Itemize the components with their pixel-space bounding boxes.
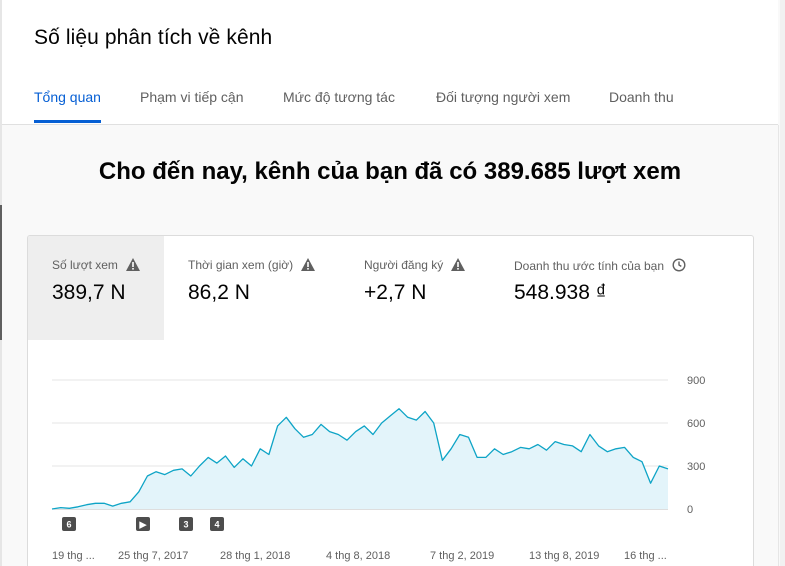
metric-revenue-value: 548.938 ₫ bbox=[514, 281, 607, 304]
annotation-marker[interactable]: 6 bbox=[62, 517, 76, 531]
x-tick-label: 4 thg 8, 2018 bbox=[326, 550, 390, 562]
y-tick-label: 600 bbox=[687, 418, 705, 430]
x-tick-label: 7 thg 2, 2019 bbox=[430, 550, 494, 562]
tab-engagement[interactable]: Mức độ tương tác bbox=[283, 89, 395, 105]
views-chart[interactable]: 900 600 300 0 6 ▶ 3 4 19 thg ... 25 thg 7, 2017 28… bbox=[28, 366, 753, 566]
annotation-marker-label: 6 bbox=[66, 520, 71, 530]
annotation-marker[interactable]: 4 bbox=[210, 517, 224, 531]
x-tick-label: 28 thg 1, 2018 bbox=[220, 550, 290, 562]
metric-views[interactable]: Số lượt xem 389,7 N bbox=[28, 236, 164, 340]
annotation-marker-label: ▶ bbox=[139, 520, 148, 530]
views-chart-svg: 900 600 300 0 6 ▶ 3 4 19 thg ... 25 thg 7, 2017 28… bbox=[51, 375, 705, 562]
x-tick-label: 16 thg ... bbox=[624, 550, 667, 562]
metric-views-value: 389,7 N bbox=[52, 281, 126, 304]
scrollbar-gutter[interactable] bbox=[780, 0, 785, 566]
warning-icon bbox=[125, 258, 140, 274]
metric-watch-time[interactable]: Thời gian xem (giờ) 86,2 N bbox=[164, 236, 340, 340]
annotation-marker-label: 3 bbox=[183, 520, 188, 530]
y-tick-label: 900 bbox=[687, 375, 705, 387]
warning-icon bbox=[451, 258, 466, 274]
metric-views-label: Số lượt xem bbox=[52, 258, 118, 272]
overview-card: Số lượt xem 389,7 N Thời gian xem (giờ) … bbox=[27, 235, 754, 566]
metric-watch-time-value: 86,2 N bbox=[188, 281, 250, 304]
metric-revenue[interactable]: Doanh thu ước tính của bạn 548.938 ₫ bbox=[490, 236, 720, 340]
scroll-track-edge bbox=[778, 125, 779, 566]
left-edge-marker bbox=[0, 205, 2, 340]
metric-revenue-label: Doanh thu ước tính của bạn bbox=[514, 259, 664, 273]
x-tick-label: 25 thg 7, 2017 bbox=[118, 550, 188, 562]
x-tick-label: 19 thg ... bbox=[52, 550, 95, 562]
tab-bar: Tổng quan Phạm vi tiếp cận Mức độ tương … bbox=[2, 89, 778, 125]
metric-subscribers-value: +2,7 N bbox=[364, 281, 427, 304]
tab-audience[interactable]: Đối tượng người xem bbox=[436, 89, 571, 105]
series-area bbox=[52, 408, 668, 509]
tab-reach[interactable]: Phạm vi tiếp cận bbox=[140, 89, 244, 105]
y-tick-label: 300 bbox=[687, 461, 705, 473]
clock-icon bbox=[672, 258, 686, 275]
metric-subscribers[interactable]: Người đăng ký +2,7 N bbox=[340, 236, 490, 340]
warning-icon bbox=[301, 258, 316, 274]
tab-overview[interactable]: Tổng quan bbox=[34, 89, 101, 125]
series-line bbox=[51, 408, 669, 510]
headline-total-views: Cho đến nay, kênh của bạn đã có 389.685 … bbox=[98, 158, 682, 185]
annotation-marker-label: 4 bbox=[214, 520, 219, 530]
annotation-marker[interactable]: 3 bbox=[179, 517, 193, 531]
metric-subscribers-label: Người đăng ký bbox=[364, 258, 444, 272]
page-title: Số liệu phân tích về kênh bbox=[34, 26, 273, 49]
metric-watch-time-label: Thời gian xem (giờ) bbox=[188, 258, 294, 272]
y-tick-label: 0 bbox=[687, 504, 693, 516]
x-tick-label: 13 thg 8, 2019 bbox=[529, 550, 599, 562]
page-header: Số liệu phân tích về kênh Tổng quan Phạm… bbox=[2, 0, 778, 125]
tab-revenue[interactable]: Doanh thu bbox=[609, 89, 674, 105]
annotation-marker[interactable]: ▶ bbox=[136, 517, 150, 531]
